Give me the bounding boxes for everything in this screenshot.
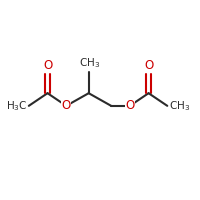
Text: O: O bbox=[43, 59, 52, 72]
Text: O: O bbox=[62, 99, 71, 112]
Text: CH$_3$: CH$_3$ bbox=[79, 56, 100, 70]
Text: H$_3$C: H$_3$C bbox=[6, 99, 27, 113]
Text: O: O bbox=[43, 59, 52, 72]
Text: O: O bbox=[144, 59, 153, 72]
Text: CH$_3$: CH$_3$ bbox=[169, 99, 190, 113]
Text: O: O bbox=[125, 99, 134, 112]
Text: O: O bbox=[144, 59, 153, 72]
Text: O: O bbox=[125, 99, 134, 112]
Text: O: O bbox=[62, 99, 71, 112]
